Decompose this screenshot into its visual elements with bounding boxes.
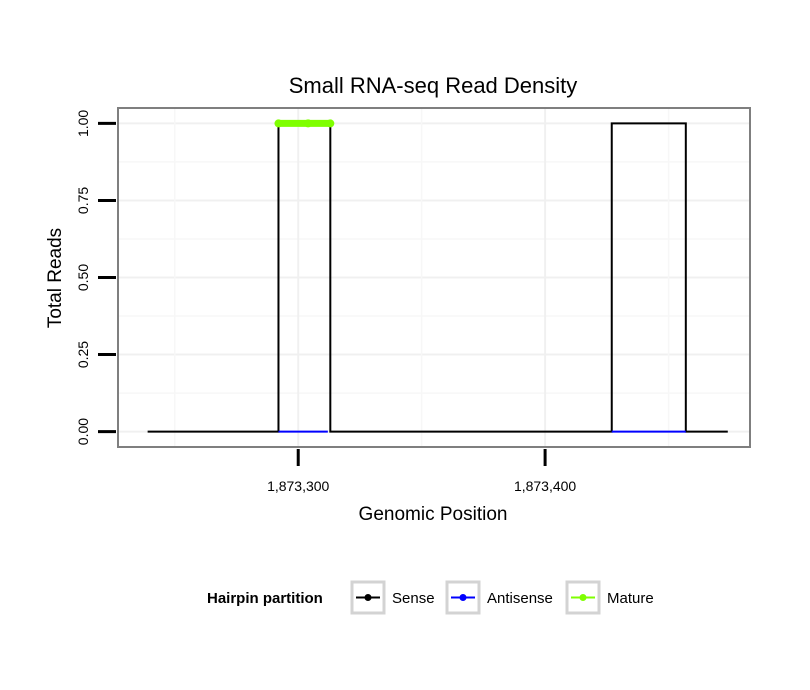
data-point-mature [274, 119, 283, 128]
legend-dot-mature [579, 594, 587, 601]
y-tick-label: 1.00 [75, 110, 91, 137]
y-tick-label: 0.75 [75, 187, 91, 214]
legend-dot-antisense [459, 594, 467, 601]
chart-title: Small RNA-seq Read Density [289, 73, 578, 98]
y-axis-title: Total Reads [45, 228, 66, 328]
x-tick-label: 1,873,400 [514, 478, 576, 494]
plot-panel-border [117, 107, 751, 448]
legend: Hairpin partition Sense Antisense Mature [207, 580, 654, 615]
series-layer [147, 119, 728, 433]
y-axis: 0.00 0.25 0.50 0.75 1.00 [75, 110, 116, 445]
legend-dot-sense [364, 594, 372, 601]
x-axis: 1,873,300 1,873,400 [267, 449, 576, 494]
legend-title: Hairpin partition [207, 590, 323, 607]
y-tick-label: 0.25 [75, 341, 91, 368]
x-tick-label: 1,873,300 [267, 478, 329, 494]
x-axis-title: Genomic Position [359, 504, 508, 525]
legend-label-antisense: Antisense [487, 590, 553, 607]
y-tick-label: 0.00 [75, 418, 91, 445]
data-point-mature [304, 119, 313, 128]
legend-label-mature: Mature [607, 590, 654, 607]
grid-lines [118, 108, 750, 447]
data-point-mature [326, 119, 335, 128]
y-tick-label: 0.50 [75, 264, 91, 291]
series-line-sense [147, 122, 728, 433]
legend-label-sense: Sense [392, 590, 435, 607]
